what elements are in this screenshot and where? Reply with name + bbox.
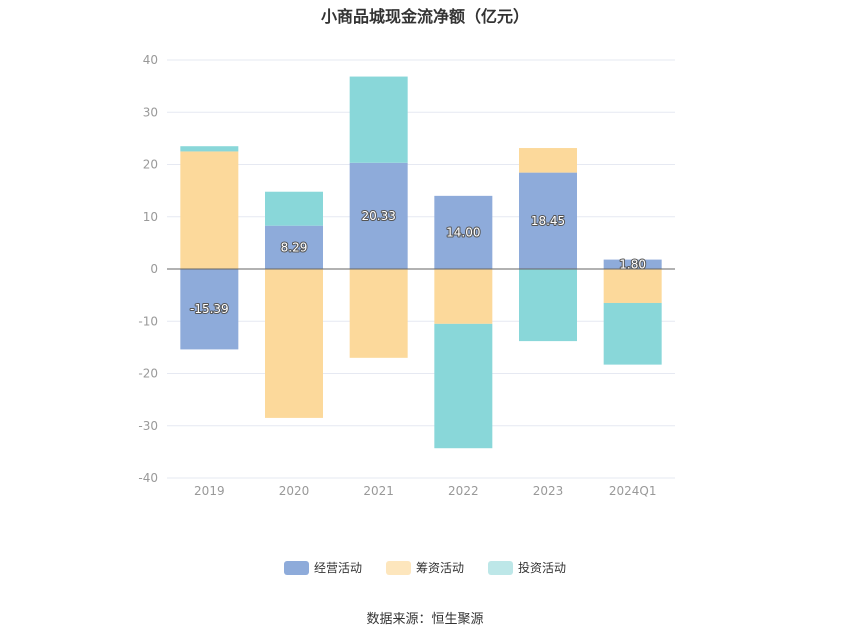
legend-label: 经营活动 [313, 561, 362, 575]
bar-investing [180, 146, 239, 152]
legend-swatch [283, 560, 309, 575]
data-source-note: 数据来源：恒生聚源 [366, 612, 484, 627]
bar-operating [434, 195, 493, 269]
bar-value-label: 18.45 [531, 214, 565, 228]
y-tick-label: 10 [143, 210, 158, 224]
bar-financing [349, 269, 408, 358]
bar-investing [349, 76, 408, 163]
bar-financing [519, 148, 577, 173]
legend-item[interactable]: 投资活动 [488, 559, 566, 576]
bar-financing [434, 269, 493, 324]
bar-investing [265, 191, 323, 226]
legend-item[interactable]: 筹资活动 [385, 559, 464, 576]
legend: 经营活动 筹资活动 投资活动 [0, 559, 850, 576]
bar-operating [180, 269, 239, 350]
x-tick-label: 2024Q1 [609, 484, 657, 498]
bar-financing [180, 151, 239, 269]
bar-operating [519, 172, 577, 269]
bar-operating [349, 162, 408, 269]
bar-value-label: 1.80 [619, 257, 646, 271]
legend-swatch [385, 560, 411, 575]
y-tick-label: 40 [143, 53, 158, 67]
legend-swatch [488, 560, 513, 575]
y-tick-label: -10 [138, 314, 158, 328]
y-tick-label: 30 [143, 105, 158, 119]
y-tick-label: -20 [138, 367, 158, 381]
bar-financing [603, 269, 662, 303]
bar-value-label: 8.29 [281, 240, 308, 254]
legend-item[interactable]: 经营活动 [283, 559, 362, 576]
data-labels: -15.39 8.29 20.33 14.00 18.45 1.80 [189, 208, 647, 317]
y-tick-label: 20 [143, 158, 158, 172]
bar-operating [603, 259, 662, 269]
legend-label: 筹资活动 [415, 561, 464, 575]
y-tick-label: 0 [150, 262, 158, 276]
x-tick-label: 2021 [363, 484, 394, 498]
bar-value-label: 14.00 [446, 225, 480, 239]
bar-value-label: 20.33 [361, 209, 395, 223]
chart-title: 小商品城现金流净额（亿元） [320, 7, 529, 26]
x-tick-label: 2020 [279, 484, 310, 498]
bar-operating [265, 225, 323, 269]
x-tick-label: 2023 [533, 484, 564, 498]
x-tick-label: 2022 [448, 484, 479, 498]
y-tick-label: -30 [138, 419, 158, 433]
axes: 40 30 20 10 0 -10 -20 -30 -40 2019 2020 2021 2022 202… [138, 53, 675, 498]
bar-investing [434, 323, 493, 449]
bars [180, 76, 662, 449]
bar-investing [603, 302, 662, 365]
legend-label: 投资活动 [518, 561, 567, 575]
bar-investing [519, 269, 577, 342]
bar-value-label: -15.39 [190, 302, 229, 316]
x-tick-label: 2019 [194, 484, 225, 498]
y-tick-label: -40 [138, 471, 158, 485]
bar-financing [265, 269, 323, 418]
